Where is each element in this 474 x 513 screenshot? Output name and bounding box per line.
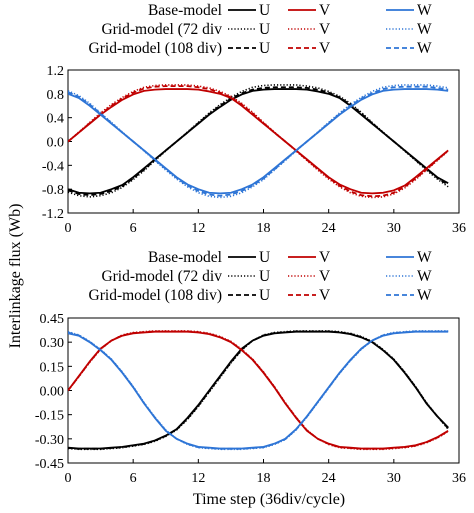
legend-phase-label: V <box>319 287 331 304</box>
y-tick-label: 1.2 <box>47 64 65 79</box>
x-tick-label: 12 <box>191 471 205 486</box>
legend-phase-label: W <box>417 40 432 57</box>
x-tick-label: 6 <box>130 471 137 486</box>
x-tick-label: 30 <box>387 471 401 486</box>
legend-row-label: Grid-model (72 div <box>101 21 222 38</box>
legend-row-label: Grid-model (108 div) <box>89 40 222 57</box>
series-line-u-dotted <box>68 84 449 198</box>
x-tick-label: 36 <box>452 221 466 236</box>
legend-phase-label: U <box>259 21 270 38</box>
series-line-v-solid <box>68 88 449 195</box>
series-line-u-solid <box>68 88 449 195</box>
series-line-v-solid <box>68 330 449 450</box>
x-tick-label: 36 <box>452 471 466 486</box>
y-tick-label: 0.15 <box>40 360 65 375</box>
y-axis-label: Interlinkage flux (Wb) <box>7 204 24 349</box>
y-tick-label: 0.00 <box>40 385 65 400</box>
plot-frame <box>67 317 460 464</box>
series-line-u-dashed <box>68 330 449 450</box>
legend-phase-label: W <box>417 249 432 266</box>
legend-phase-label: U <box>259 268 270 285</box>
series-line-v-dotted <box>68 84 449 199</box>
y-tick-label: -0.4 <box>42 159 64 174</box>
series-line-u-dashed <box>68 86 449 197</box>
legend-phase-label: U <box>259 40 270 57</box>
y-tick-label: 0.4 <box>47 112 65 127</box>
series-line-w-solid <box>68 330 449 450</box>
y-tick-label: 0.8 <box>47 88 65 103</box>
legend-phase-label: W <box>417 287 432 304</box>
series-line-w-dashed <box>68 85 449 197</box>
x-tick-label: 24 <box>322 471 336 486</box>
legend-phase-label: U <box>259 2 270 19</box>
legend-phase-label: V <box>319 21 331 38</box>
legend-phase-label: U <box>259 249 270 266</box>
y-tick-label: -0.15 <box>35 409 64 424</box>
series-line-w-dotted <box>68 84 449 199</box>
legend-row-label: Base-model <box>148 249 222 266</box>
y-tick-label: -0.45 <box>35 457 64 472</box>
x-tick-label: 18 <box>257 221 271 236</box>
top-panel: Base-model U V W Grid-model (72 div U V W Grid-m… <box>42 2 466 236</box>
legend-row-label: Grid-model (108 div) <box>89 287 222 304</box>
plot-frame <box>67 69 460 214</box>
x-tick-label: 0 <box>65 471 72 486</box>
legend-row-label: Grid-model (72 div <box>101 268 222 285</box>
legend-row-label: Base-model <box>148 2 222 19</box>
legend-phase-label: W <box>417 268 432 285</box>
series-group <box>68 84 449 199</box>
y-tick-label: 0.30 <box>40 336 65 351</box>
series-line-w-dashed <box>68 330 449 450</box>
legend: Base-model U V W Grid-model (72 div U V W Grid-m… <box>89 2 432 57</box>
x-tick-label: 30 <box>387 221 401 236</box>
series-line-w-solid <box>68 88 449 195</box>
y-tick-label: 0.0 <box>47 136 65 151</box>
x-tick-label: 24 <box>322 221 336 236</box>
y-tick-label: 0.45 <box>40 312 65 327</box>
series-line-v-dashed <box>68 330 449 450</box>
series-line-w-dotted <box>68 330 449 451</box>
legend-phase-label: W <box>417 2 432 19</box>
series-group <box>68 330 449 451</box>
legend-phase-label: V <box>319 268 331 285</box>
series-line-u-dotted <box>68 330 449 451</box>
series-line-v-dotted <box>68 330 449 451</box>
x-tick-label: 6 <box>130 221 137 236</box>
x-tick-label: 12 <box>191 221 205 236</box>
y-tick-label: -0.8 <box>42 183 64 198</box>
legend: Base-model U V W Grid-model (72 div U V W Grid-m… <box>89 249 432 304</box>
legend-phase-label: V <box>319 40 331 57</box>
series-line-u-solid <box>68 330 449 450</box>
legend-phase-label: V <box>319 249 331 266</box>
y-tick-label: -0.30 <box>35 433 64 448</box>
x-tick-label: 0 <box>65 221 72 236</box>
legend-phase-label: U <box>259 287 270 304</box>
bottom-panel: Base-model U V W Grid-model (72 div U V W Grid-m… <box>35 249 466 486</box>
y-tick-label: -1.2 <box>42 207 64 222</box>
legend-phase-label: V <box>319 2 331 19</box>
legend-phase-label: W <box>417 21 432 38</box>
x-tick-label: 18 <box>257 471 271 486</box>
series-line-v-dashed <box>68 85 449 198</box>
x-axis-label: Time step (36div/cycle) <box>193 491 345 508</box>
